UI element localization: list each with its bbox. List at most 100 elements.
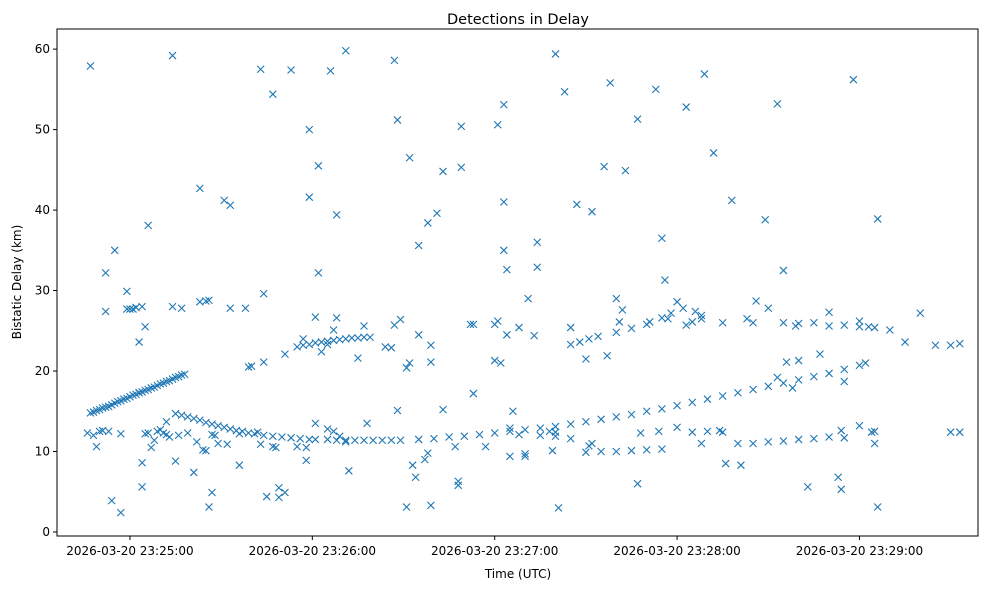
data-point (226, 304, 235, 313)
data-point (268, 432, 277, 441)
data-point (661, 276, 669, 284)
data-point (551, 428, 560, 437)
data-point (293, 342, 302, 351)
y-tick-label: 10 (35, 445, 50, 459)
data-point (259, 289, 268, 298)
data-point (287, 66, 295, 74)
data-point (885, 326, 894, 334)
data-point (311, 313, 320, 321)
data-point (168, 51, 177, 60)
data-point (837, 485, 846, 494)
data-point (673, 401, 681, 410)
data-point (110, 246, 119, 255)
data-point (499, 100, 508, 109)
data-point (794, 435, 803, 444)
data-point (262, 492, 271, 501)
y-axis-ticks: 0 10 20 30 40 50 60 (35, 42, 57, 539)
data-point (582, 448, 590, 457)
data-point (366, 333, 374, 342)
data-point (235, 429, 244, 438)
data-point (101, 268, 110, 277)
data-point (332, 211, 341, 219)
data-point (311, 419, 320, 428)
data-point (299, 334, 308, 343)
data-point (165, 433, 174, 441)
data-point (439, 405, 447, 414)
data-point (533, 238, 542, 247)
data-point (594, 332, 602, 341)
data-point (566, 340, 575, 349)
data-point (840, 433, 849, 442)
data-point (809, 434, 818, 443)
data-point (502, 265, 511, 274)
data-point (171, 373, 180, 382)
data-point (727, 196, 736, 205)
data-point (390, 321, 399, 330)
y-tick-label: 30 (35, 284, 50, 298)
data-point (657, 404, 666, 413)
data-point (855, 361, 864, 370)
data-point (211, 431, 219, 440)
x-tick-label: 2026-03-20 23:25:00 (66, 544, 193, 558)
data-point (743, 314, 751, 323)
data-point (721, 459, 730, 468)
data-point (235, 461, 244, 470)
data-point (816, 350, 824, 359)
data-point (794, 356, 803, 365)
data-point (360, 436, 368, 445)
data-point (341, 437, 350, 446)
data-point (530, 331, 539, 340)
data-point (329, 427, 338, 436)
data-point (618, 305, 627, 314)
data-point (369, 436, 378, 445)
data-point (733, 439, 742, 448)
data-point (141, 429, 150, 438)
data-point (809, 372, 818, 381)
data-point (688, 398, 697, 407)
data-point (840, 321, 849, 330)
data-point (287, 433, 295, 442)
data-point (931, 341, 940, 350)
data-point (603, 351, 612, 360)
data-point (116, 508, 125, 517)
data-point (657, 445, 666, 453)
data-point (335, 432, 344, 441)
data-point (612, 294, 621, 303)
data-point (612, 413, 621, 421)
data-point (697, 314, 706, 323)
data-point (171, 409, 180, 418)
data-point (195, 416, 204, 425)
data-point (642, 446, 651, 454)
data-point (697, 439, 706, 448)
data-point (129, 391, 137, 400)
x-tick-label: 2026-03-20 23:26:00 (249, 544, 376, 558)
data-point (402, 503, 411, 511)
data-point (220, 423, 229, 432)
data-point (183, 429, 192, 437)
data-point (566, 323, 575, 332)
data-point (667, 309, 675, 317)
data-point (633, 479, 642, 488)
data-point (588, 439, 596, 448)
data-point (278, 433, 286, 441)
data-point (138, 458, 146, 467)
data-point (597, 415, 605, 424)
data-point (302, 456, 311, 465)
data-point (515, 430, 523, 439)
data-point (332, 314, 341, 322)
data-point (466, 320, 475, 329)
data-point (654, 427, 663, 436)
data-point (606, 79, 615, 87)
data-point (360, 322, 368, 330)
data-point (113, 397, 122, 406)
data-point (119, 395, 128, 404)
data-point (554, 503, 563, 512)
data-point (202, 446, 210, 455)
data-point (825, 433, 833, 441)
data-point (123, 287, 131, 296)
data-point (642, 407, 651, 416)
data-point (749, 439, 757, 448)
data-point (575, 338, 584, 346)
data-point (627, 446, 636, 455)
data-point (147, 384, 156, 392)
